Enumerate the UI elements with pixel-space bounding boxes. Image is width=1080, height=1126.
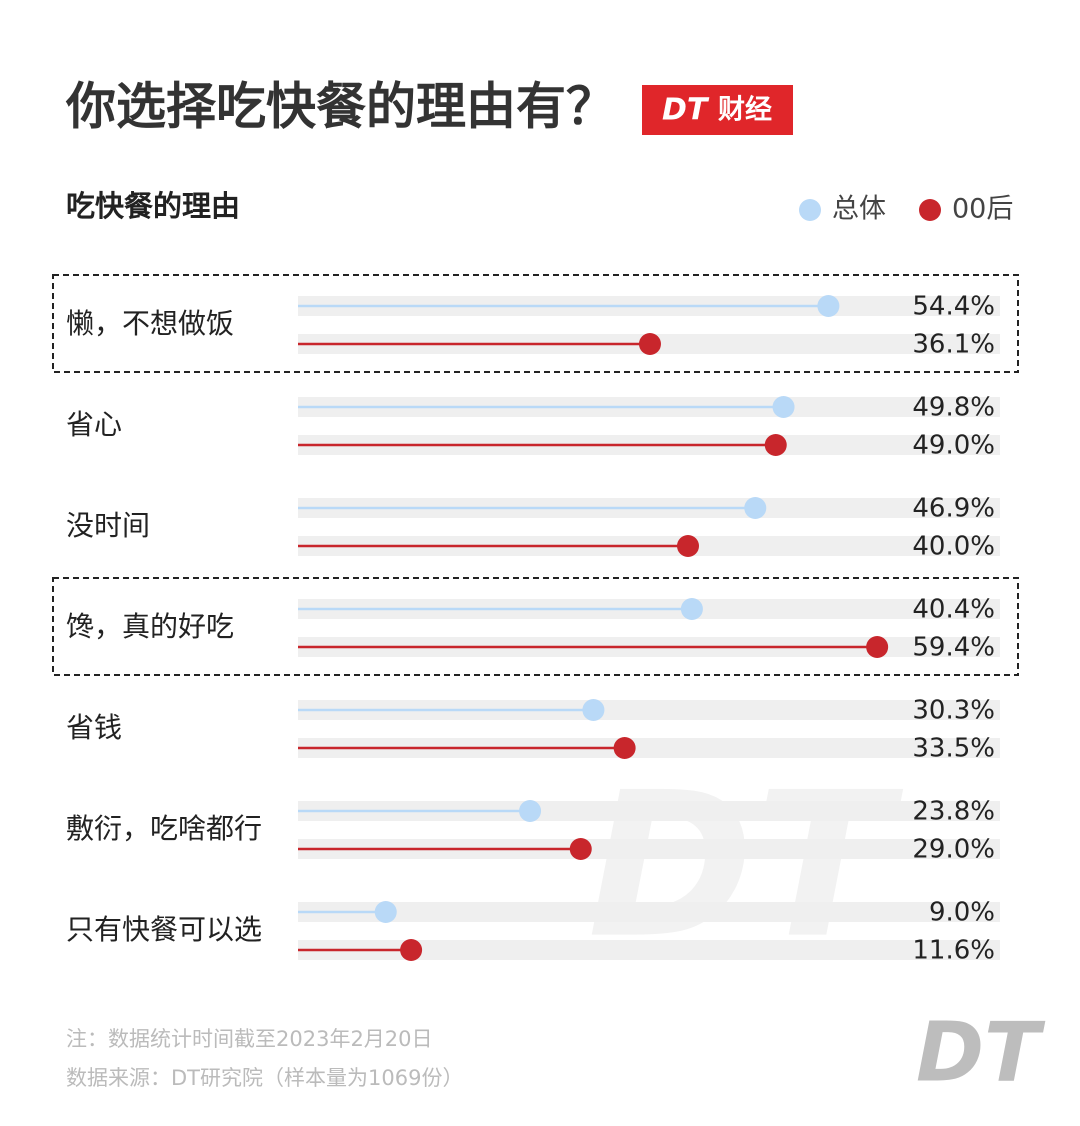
value-label: 29.0%	[912, 835, 995, 865]
track	[298, 801, 1000, 821]
category-label: 懒，不想做饭	[66, 307, 234, 340]
value-label: 30.3%	[912, 696, 995, 726]
value-label: 36.1%	[912, 330, 995, 360]
category-label: 馋，真的好吃	[66, 610, 234, 643]
logo-brand: DT	[662, 93, 710, 128]
category-label: 省心	[66, 408, 122, 441]
logo-box	[642, 85, 793, 135]
dot	[374, 901, 397, 923]
track	[298, 940, 1000, 960]
dot	[677, 535, 699, 557]
logo-name: 财经	[718, 94, 772, 126]
value-label: 23.8%	[912, 797, 995, 827]
dot	[638, 333, 661, 355]
highlight-box	[52, 577, 1019, 676]
legend-label: 总体	[832, 194, 886, 225]
legend-label: 00后	[952, 194, 1013, 225]
value-label: 40.0%	[912, 532, 995, 562]
note: 注：数据统计时间截至2023年2月20日	[66, 1027, 433, 1051]
dot	[680, 598, 703, 620]
track	[298, 839, 1000, 859]
category-label: 省钱	[66, 711, 122, 744]
dot	[582, 699, 605, 721]
category-label: 只有快餐可以选	[66, 913, 262, 946]
dot	[772, 396, 795, 418]
track	[298, 700, 1000, 720]
category-label: 没时间	[66, 509, 150, 542]
value-label: 49.8%	[912, 393, 995, 423]
value-label: 9.0%	[929, 898, 995, 928]
value-label: 11.6%	[912, 936, 995, 966]
dot	[613, 737, 636, 759]
value-label: 40.4%	[912, 595, 995, 625]
dot	[519, 800, 542, 822]
value-label: 33.5%	[912, 734, 995, 764]
track	[298, 738, 1000, 758]
dot	[866, 636, 889, 658]
value-label: 49.0%	[912, 431, 995, 461]
subtitle: 吃快餐的理由	[66, 189, 240, 223]
value-label: 54.4%	[912, 292, 995, 322]
dot	[817, 295, 840, 317]
category-label: 敷衍，吃啥都行	[66, 812, 262, 845]
legend-marker	[799, 199, 821, 221]
track	[298, 902, 1000, 922]
note: 数据来源：DT研究院（样本量为1069份）	[66, 1066, 463, 1090]
legend-marker	[919, 199, 941, 221]
highlight-box	[52, 274, 1019, 373]
dot	[744, 497, 767, 519]
dot	[400, 939, 423, 961]
dot	[569, 838, 592, 860]
value-label: 46.9%	[912, 494, 995, 524]
value-label: 59.4%	[912, 633, 995, 663]
dot	[764, 434, 787, 456]
footer-logo: DT	[916, 1005, 1046, 1100]
chart-title: 你选择吃快餐的理由有？	[65, 78, 616, 136]
